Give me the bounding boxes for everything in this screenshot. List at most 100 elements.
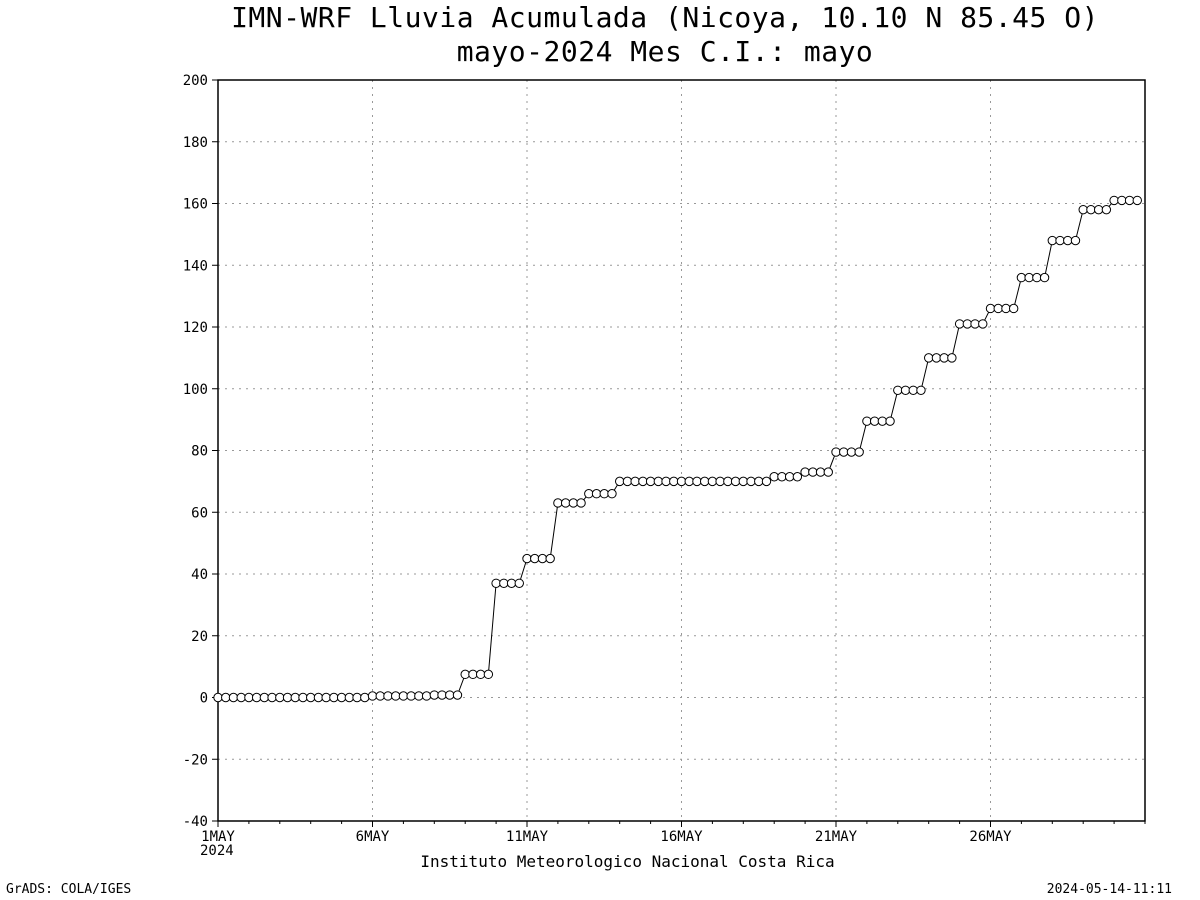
data-point — [754, 476, 764, 487]
data-point — [259, 692, 270, 703]
data-point — [777, 472, 787, 482]
data-point — [1101, 204, 1112, 215]
data-point — [383, 691, 393, 701]
grid-lines — [218, 80, 1145, 821]
data-point — [1016, 272, 1027, 283]
data-point — [823, 467, 833, 477]
data-point — [537, 553, 548, 564]
x-tick-label: 1MAY — [201, 829, 235, 845]
data-point — [421, 691, 432, 701]
data-point — [1124, 195, 1135, 206]
y-tick-label: 160 — [183, 197, 208, 213]
data-point — [213, 692, 223, 703]
data-point — [545, 553, 555, 564]
data-point — [939, 353, 949, 363]
data-point — [746, 476, 756, 487]
timestamp-label: 2024-05-14-11:11 — [1046, 882, 1172, 897]
data-point — [970, 319, 980, 329]
data-point — [375, 691, 385, 701]
data-point — [599, 489, 609, 499]
data-point — [769, 472, 779, 482]
data-point — [298, 692, 308, 703]
data-point — [306, 692, 316, 703]
data-point — [390, 691, 401, 701]
data-point — [321, 692, 331, 703]
data-point — [1024, 272, 1034, 283]
data-point — [947, 353, 957, 363]
data-point — [414, 691, 424, 701]
data-point — [615, 476, 625, 487]
data-point — [275, 692, 285, 703]
data-point — [329, 692, 339, 703]
x-tick-label: 21MAY — [815, 829, 858, 845]
data-point — [738, 476, 748, 487]
data-point — [808, 467, 818, 477]
chart-title: IMN-WRF Lluvia Acumulada (Nicoya, 10.10 … — [231, 1, 1099, 34]
y-tick-label: 40 — [191, 567, 208, 583]
data-point — [1008, 303, 1019, 314]
data-point — [445, 690, 455, 700]
data-point — [676, 476, 687, 487]
x-tick-label: 26MAY — [969, 829, 1012, 845]
data-point — [993, 303, 1003, 314]
data-point — [452, 690, 463, 700]
y-tick-label: 200 — [183, 73, 208, 89]
data-point — [437, 690, 447, 700]
series-accumulated-rain — [213, 195, 1142, 703]
data-point — [228, 692, 239, 703]
data-point — [908, 385, 918, 395]
data-point — [1047, 235, 1058, 246]
chart-subtitle: mayo-2024 Mes C.I.: mayo — [456, 35, 874, 68]
data-point — [483, 669, 494, 680]
data-point — [854, 447, 864, 457]
data-point — [978, 319, 988, 329]
plot-frame — [217, 79, 1146, 822]
y-tick-label: -40 — [183, 814, 208, 830]
data-point — [846, 447, 857, 457]
data-point — [622, 476, 633, 487]
data-point — [761, 476, 772, 487]
data-point — [360, 692, 370, 703]
data-point — [715, 476, 725, 487]
data-point — [530, 553, 540, 564]
data-point — [584, 489, 594, 499]
data-point — [468, 669, 478, 680]
institution-label: Instituto Meteorologico Nacional Costa R… — [420, 852, 835, 871]
data-point — [367, 691, 378, 701]
data-point — [336, 692, 347, 703]
x-axis-year-label: 2024 — [200, 843, 234, 859]
data-point — [924, 353, 934, 363]
y-tick-label: 180 — [183, 135, 208, 151]
data-point — [1055, 235, 1065, 246]
data-point — [684, 476, 694, 487]
data-point — [236, 692, 246, 703]
y-tick-label: 60 — [191, 505, 208, 521]
data-point — [900, 385, 911, 395]
data-point — [931, 353, 942, 363]
data-point — [1070, 235, 1081, 246]
data-point — [862, 416, 872, 426]
data-point — [1132, 195, 1142, 206]
data-point — [514, 578, 524, 588]
data-point — [429, 690, 439, 700]
data-point — [645, 476, 656, 487]
data-point — [638, 476, 648, 487]
data-point — [1109, 195, 1119, 206]
data-point — [831, 447, 841, 457]
data-point — [815, 467, 826, 477]
data-point — [954, 319, 965, 329]
data-point — [475, 669, 486, 680]
data-point — [251, 692, 262, 703]
data-point — [1093, 204, 1104, 215]
data-point — [792, 472, 803, 482]
data-point — [1063, 235, 1073, 246]
y-tick-label: 80 — [191, 444, 208, 460]
data-point — [352, 692, 362, 703]
data-point — [784, 472, 795, 482]
data-point — [723, 476, 733, 487]
data-point — [877, 416, 888, 426]
data-point — [1032, 272, 1042, 283]
data-point — [699, 476, 710, 487]
data-point — [916, 385, 926, 395]
